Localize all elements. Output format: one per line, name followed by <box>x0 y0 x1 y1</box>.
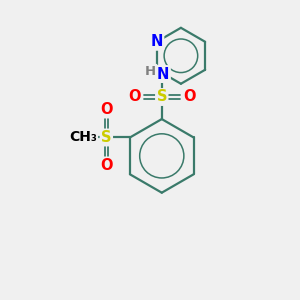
Text: N: N <box>151 34 163 49</box>
Text: O: O <box>100 102 112 117</box>
Text: N: N <box>157 67 170 82</box>
Text: CH₃: CH₃ <box>69 130 97 145</box>
Text: H: H <box>145 65 156 78</box>
Text: O: O <box>128 89 140 104</box>
Text: S: S <box>157 89 167 104</box>
Text: O: O <box>100 158 112 173</box>
Text: S: S <box>101 130 112 145</box>
Text: O: O <box>183 89 196 104</box>
